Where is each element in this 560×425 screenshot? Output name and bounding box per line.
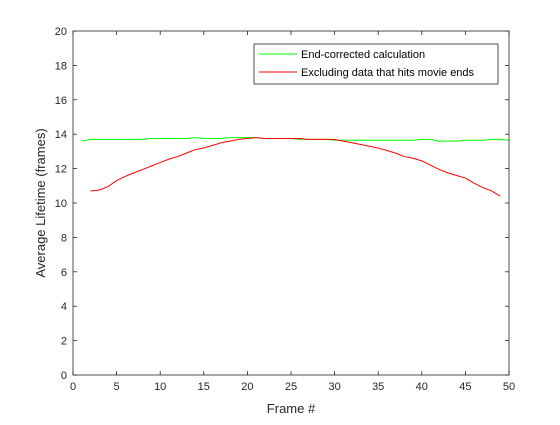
axes-box [72, 30, 510, 376]
series-layer [81, 137, 510, 197]
y-tick-label: 18 [55, 60, 67, 72]
x-tick-label: 35 [372, 381, 384, 393]
y-tick-label: 20 [55, 26, 67, 38]
y-tick-label: 2 [61, 336, 67, 348]
y-tick-label: 6 [61, 267, 67, 279]
y-tick-label: 8 [61, 232, 67, 244]
y-tick-label: 12 [55, 164, 67, 176]
x-axis-label: Frame # [267, 401, 316, 416]
x-tick-label: 0 [70, 381, 76, 393]
x-tick-label: 15 [198, 381, 210, 393]
plot-area [73, 31, 509, 375]
y-tick-label: 14 [55, 129, 67, 141]
y-axis-label: Average Lifetime (frames) [33, 128, 48, 277]
legend-label-end-corrected: End-corrected calculation [301, 49, 425, 61]
x-tick-label: 50 [503, 381, 515, 393]
x-tick-label: 10 [154, 381, 166, 393]
tick-layer: 0 5 10 15 20 25 30 35 40 45 50 0 2 4 6 8 10 12 14 16 18 20 [55, 26, 515, 393]
x-tick-label: 40 [416, 381, 428, 393]
x-tick-label: 20 [241, 381, 253, 393]
x-tick-label: 30 [328, 381, 340, 393]
y-tick-label: 0 [61, 370, 67, 382]
y-tick-label: 10 [55, 198, 67, 210]
legend-box [253, 43, 499, 85]
x-tick-label: 45 [459, 381, 471, 393]
y-tick-label: 16 [55, 95, 67, 107]
x-tick-label: 25 [285, 381, 297, 393]
x-tick-label: 5 [114, 381, 120, 393]
legend-label-excluding-ends: Excluding data that hits movie ends [301, 67, 475, 79]
series-line-excluding-ends [90, 137, 501, 197]
legend: End-corrected calculation Excluding data… [253, 43, 499, 85]
y-tick-label: 4 [61, 301, 67, 313]
